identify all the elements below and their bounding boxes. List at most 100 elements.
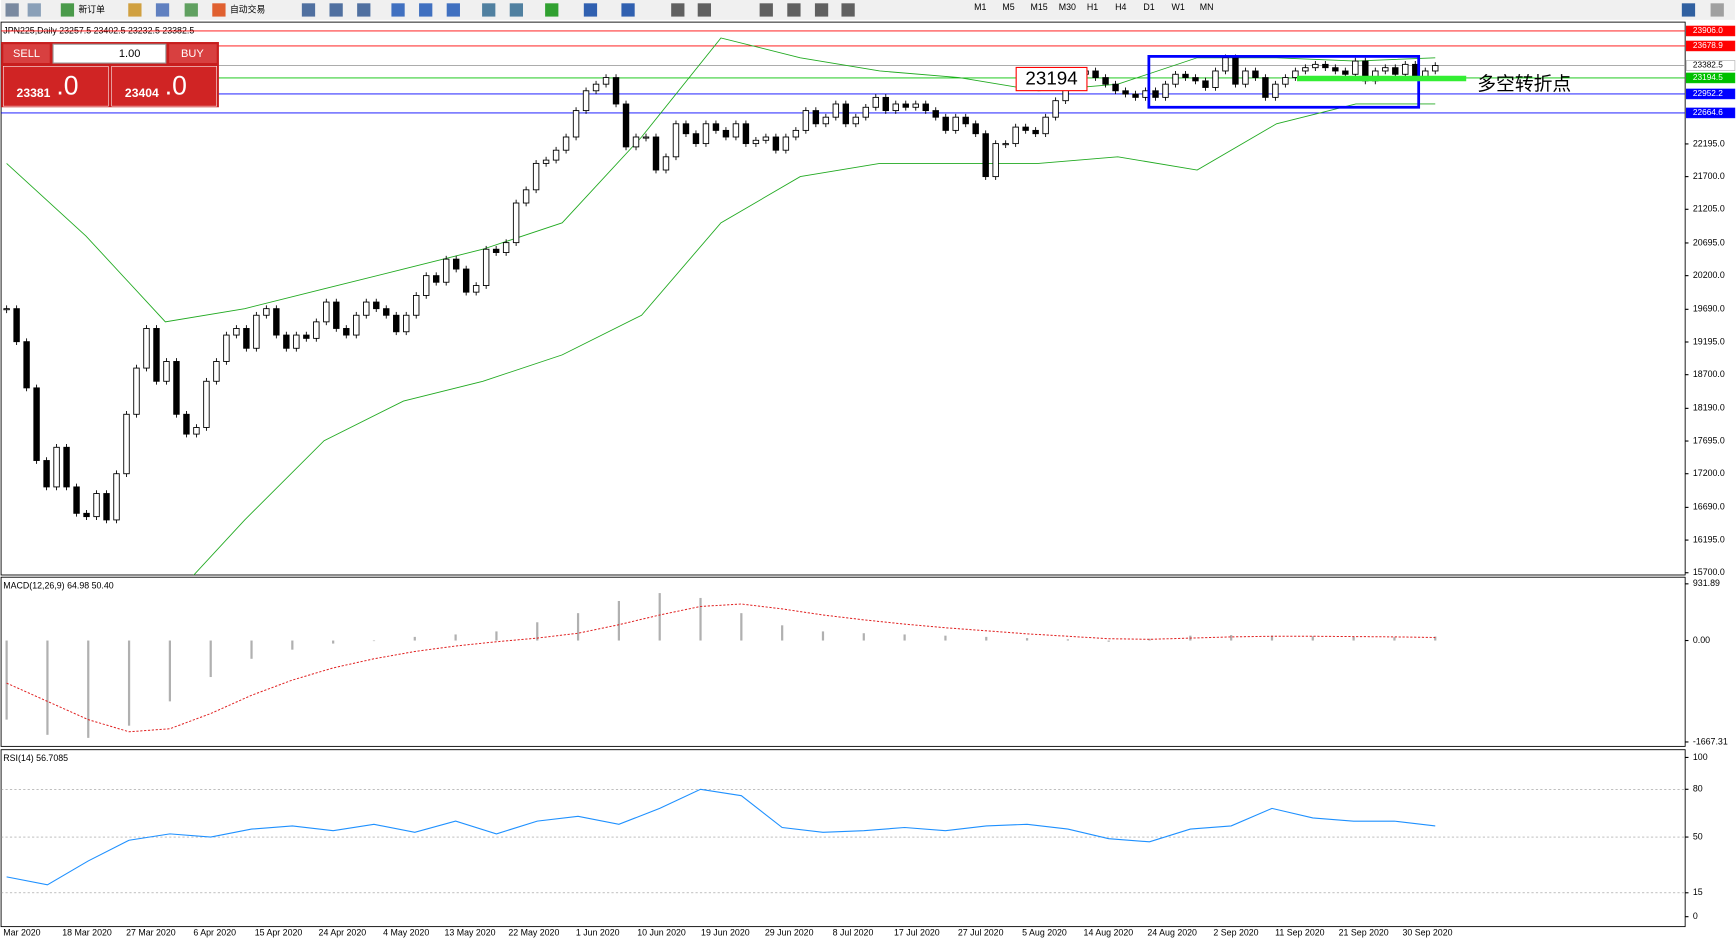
candle — [452, 258, 460, 270]
timeframe[interactable]: H1 — [1087, 2, 1098, 12]
toolbar-label[interactable]: 自动交易 — [230, 3, 265, 14]
x-tick-label: 10 Jun 2020 — [637, 928, 686, 938]
candle — [1002, 143, 1009, 146]
icon[interactable] — [27, 3, 41, 17]
x-tick-label: 27 Jul 2020 — [958, 928, 1004, 938]
macd-bar — [903, 634, 906, 641]
candle — [113, 473, 120, 521]
icon[interactable] — [671, 3, 685, 17]
y-tick-label: 19690.0 — [1693, 304, 1725, 314]
candle — [1152, 90, 1159, 98]
icon[interactable] — [128, 3, 142, 17]
annotation-box — [1015, 66, 1088, 92]
candle — [502, 242, 510, 253]
sell-button[interactable] — [3, 44, 50, 64]
timeframe[interactable]: D1 — [1143, 2, 1154, 12]
candle — [742, 123, 750, 145]
candle — [902, 103, 909, 108]
icon[interactable] — [583, 3, 598, 17]
icon[interactable] — [841, 3, 855, 17]
icon[interactable] — [155, 3, 170, 17]
timeframe[interactable]: M15 — [1031, 2, 1048, 12]
icon[interactable] — [1710, 3, 1724, 17]
candle — [423, 275, 430, 296]
annotation: 多空转折点 — [1477, 73, 1571, 94]
candle — [852, 116, 860, 125]
buy-price-box[interactable] — [111, 66, 217, 107]
x-tick-label: 21 Sep 2020 — [1339, 928, 1389, 938]
macd-bar — [413, 636, 416, 641]
icon[interactable] — [787, 3, 801, 17]
candle — [1162, 83, 1169, 98]
candle — [1212, 70, 1219, 88]
icon[interactable] — [301, 3, 316, 17]
sell-label: SELL — [13, 48, 40, 60]
icon[interactable] — [357, 3, 371, 17]
icon[interactable] — [329, 3, 343, 17]
signal-line — [6, 603, 1436, 733]
icon[interactable] — [814, 3, 829, 17]
icon[interactable] — [446, 3, 460, 17]
candle — [313, 321, 320, 339]
macd-bar — [454, 634, 457, 641]
candle — [1302, 67, 1309, 72]
candle — [173, 361, 180, 415]
icon[interactable] — [391, 3, 405, 17]
sell-price-box[interactable] — [3, 66, 109, 107]
candle — [862, 106, 870, 118]
icon[interactable] — [621, 3, 635, 17]
timeframe[interactable]: M30 — [1059, 2, 1076, 12]
icon[interactable] — [482, 3, 496, 17]
toolbar-label[interactable]: 新订单 — [78, 3, 105, 14]
candle — [1142, 90, 1149, 98]
candle — [283, 334, 290, 349]
y-tick-label: -1667.31 — [1693, 736, 1728, 746]
icon[interactable] — [5, 3, 19, 17]
icon[interactable] — [1681, 3, 1696, 17]
level-label: 22664.6 — [1693, 107, 1723, 117]
buy-button[interactable] — [169, 44, 217, 64]
timeframe[interactable]: H4 — [1115, 2, 1126, 12]
candle — [932, 110, 939, 118]
candle — [63, 446, 70, 488]
candle — [133, 367, 140, 415]
y-tick-label: 19195.0 — [1693, 336, 1725, 346]
icon[interactable] — [545, 3, 559, 17]
candle — [552, 149, 560, 161]
level-label-bg — [1685, 60, 1736, 71]
candle — [1402, 63, 1409, 75]
candle — [1092, 70, 1099, 79]
toolbar-icons — [5, 3, 1724, 17]
timeframe[interactable]: W1 — [1172, 2, 1185, 12]
candle — [323, 301, 330, 323]
candle — [982, 133, 989, 178]
timeframe[interactable]: M5 — [1002, 2, 1014, 12]
candle — [1122, 90, 1129, 95]
candle — [1112, 83, 1119, 92]
macd-bar — [1270, 635, 1274, 641]
icon[interactable] — [212, 3, 226, 17]
icon[interactable] — [759, 3, 773, 17]
y-tick-label: 0 — [1693, 911, 1698, 921]
timeframe[interactable]: MN — [1200, 2, 1214, 12]
candle — [512, 202, 520, 244]
icon[interactable] — [419, 3, 433, 17]
buy-label: BUY — [181, 48, 204, 60]
candle — [1322, 63, 1329, 69]
y-tick-label: 20695.0 — [1693, 237, 1725, 247]
icon[interactable] — [60, 3, 75, 17]
lot-input[interactable] — [52, 43, 167, 64]
timeframe[interactable]: M1 — [974, 2, 986, 12]
candle — [1032, 129, 1039, 135]
candle — [892, 103, 899, 112]
icon[interactable] — [184, 3, 198, 17]
candle — [542, 159, 550, 164]
macd-bar — [862, 633, 865, 641]
candle — [203, 380, 210, 428]
candle — [692, 133, 700, 145]
candle — [712, 123, 720, 131]
icon[interactable] — [509, 3, 524, 17]
icon[interactable] — [697, 3, 711, 17]
x-tick-label: 8 Jul 2020 — [833, 928, 874, 938]
